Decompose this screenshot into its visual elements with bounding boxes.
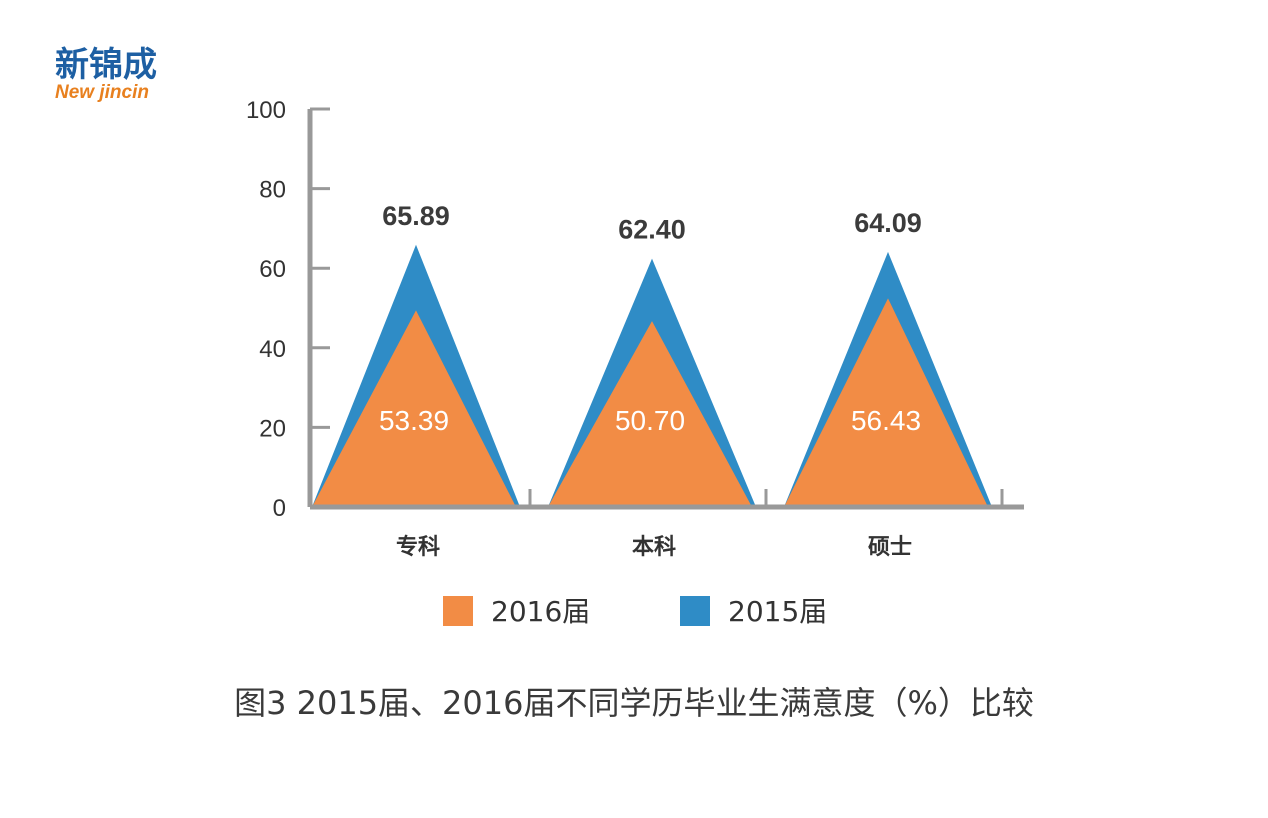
y-tick-label: 0: [273, 495, 286, 522]
y-tick-label: 100: [246, 97, 286, 124]
legend-swatch-0: [443, 596, 473, 626]
triangle-2016-2: [784, 298, 988, 507]
data-label-2015: 65.89: [382, 201, 450, 231]
legend-label-0: 2016届: [491, 595, 590, 628]
triangle-2016-1: [548, 321, 752, 507]
y-tick-label: 20: [259, 415, 286, 442]
y-tick-label: 80: [259, 177, 286, 204]
x-category-label: 本科: [632, 535, 676, 560]
brand-logo: 新锦成 New jincin: [55, 48, 157, 102]
y-tick-label: 60: [259, 256, 286, 283]
legend-label-1: 2015届: [728, 595, 827, 628]
figure-caption: 图3 2015届、2016届不同学历毕业生满意度（%）比较: [234, 684, 1034, 722]
x-category-label: 专科: [396, 534, 440, 560]
data-label-2015: 62.40: [618, 215, 686, 245]
y-tick-label: 40: [259, 336, 286, 363]
logo-english-text: New jincin: [55, 82, 149, 103]
legend-swatch-1: [680, 596, 710, 626]
data-label-2016: 53.39: [379, 405, 449, 436]
triangle-2016-0: [312, 310, 516, 507]
data-label-2016: 56.43: [851, 405, 921, 436]
x-category-label: 硕士: [868, 535, 912, 560]
data-label-2015: 64.09: [854, 208, 922, 238]
data-label-2016: 50.70: [615, 405, 685, 436]
logo-chinese-text: 新锦成: [55, 45, 157, 85]
